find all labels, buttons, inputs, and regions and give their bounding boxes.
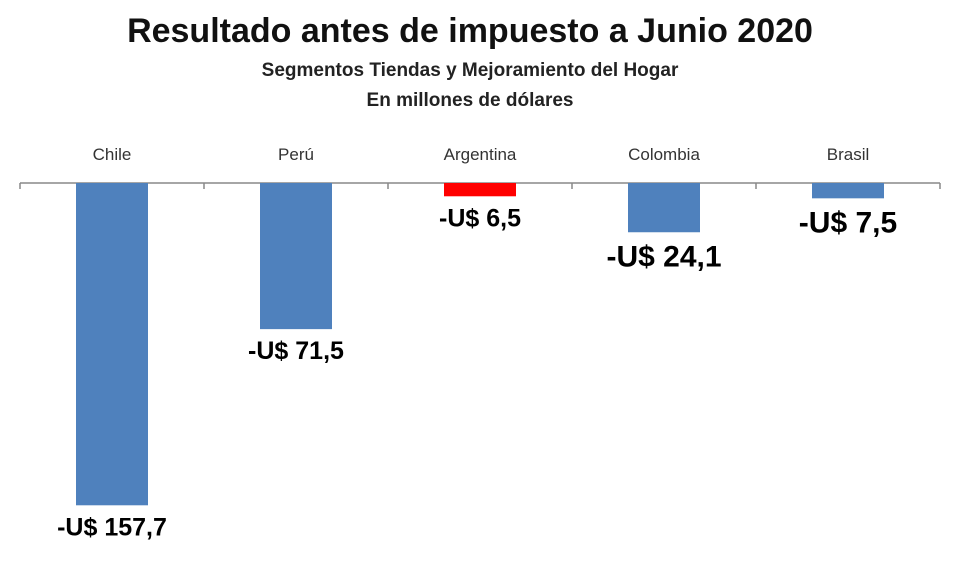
- chart-title: Resultado antes de impuesto a Junio 2020: [127, 12, 813, 50]
- category-label: Perú: [278, 145, 314, 164]
- chart-subtitle-2: En millones de dólares: [366, 90, 574, 111]
- category-label: Chile: [93, 145, 132, 164]
- chart-subtitle-1: Segmentos Tiendas y Mejoramiento del Hog…: [261, 60, 679, 81]
- category-label: Colombia: [628, 145, 700, 164]
- category-label: Argentina: [444, 145, 517, 164]
- bar-colombia: [628, 183, 700, 233]
- data-label: -U$ 7,5: [799, 206, 897, 239]
- data-label: -U$ 71,5: [248, 337, 344, 365]
- data-label: -U$ 6,5: [439, 204, 521, 232]
- data-label: -U$ 24,1: [606, 240, 721, 273]
- category-label: Brasil: [827, 145, 870, 164]
- bar-argentina: [444, 183, 516, 197]
- data-label: -U$ 157,7: [57, 513, 167, 541]
- bar-per: [260, 183, 332, 330]
- bar-chile: [76, 183, 148, 506]
- bar-brasil: [812, 183, 884, 199]
